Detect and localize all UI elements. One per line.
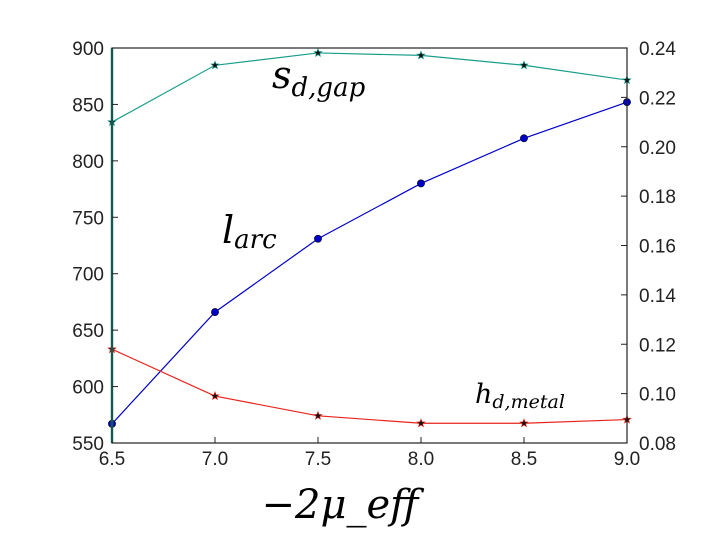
- right-axis-ticks: 0.08 0.10 0.12 0.14 0.16 0.18 0.20 0.22 0.24: [621, 39, 676, 455]
- series-line-l-arc: [111, 101, 628, 425]
- h-metal-label: hd,metal: [475, 379, 565, 413]
- s-gap-label: sd,gap: [272, 53, 366, 103]
- series-line-h-d-metal: [111, 348, 628, 424]
- h-metal-label-main: h: [475, 379, 492, 410]
- data-point-h-d-metal: [416, 418, 426, 428]
- right-tick-label: 0.08: [639, 434, 676, 455]
- left-tick-label: 900: [72, 39, 104, 60]
- left-tick-label: 600: [72, 378, 104, 399]
- data-point-l-arc: [417, 179, 425, 188]
- x-tick-label: 8.0: [408, 449, 434, 470]
- right-tick-label: 0.20: [639, 138, 676, 159]
- data-point-h-d-metal: [519, 418, 529, 428]
- x-axis-ticks: 6.5 7.0 7.5 8.0 8.5 9.0: [99, 437, 640, 470]
- left-tick-label: 650: [72, 321, 104, 342]
- x-tick-label: 8.5: [511, 449, 537, 470]
- data-point-l-arc: [314, 234, 322, 243]
- right-tick-label: 0.24: [639, 39, 676, 60]
- data-point-h-d-metal: [313, 410, 323, 420]
- data-point-l-arc: [211, 308, 219, 316]
- h-metal-label-sub: d,metal: [492, 391, 565, 413]
- data-point-s-d-gap: [313, 47, 323, 58]
- data-point-s-d-gap: [416, 50, 426, 60]
- right-tick-label: 0.12: [639, 335, 676, 356]
- right-tick-label: 0.22: [639, 88, 676, 109]
- s-gap-label-sub: d,gap: [292, 73, 366, 103]
- left-tick-label: 850: [72, 95, 104, 116]
- series-layer: [107, 47, 632, 443]
- l-arc-label-sub: arc: [234, 225, 277, 255]
- series-line-s-d-gap: [111, 52, 628, 123]
- right-tick-label: 0.14: [639, 286, 676, 307]
- left-tick-label: 750: [72, 208, 104, 229]
- left-axis-ticks: 550 600 650 700 750 800 850 900: [72, 39, 118, 455]
- left-tick-label: 700: [72, 265, 104, 286]
- x-tick-label: 7.0: [202, 449, 228, 470]
- data-point-l-arc: [520, 134, 528, 143]
- data-point-s-d-gap: [519, 60, 529, 70]
- right-tick-label: 0.18: [639, 187, 676, 208]
- left-tick-label: 800: [72, 152, 104, 173]
- right-tick-label: 0.16: [639, 237, 676, 258]
- l-arc-label-main: l: [222, 208, 234, 252]
- data-point-h-d-metal: [210, 391, 220, 401]
- s-gap-label-main: s: [272, 53, 292, 97]
- left-tick-label: 550: [72, 434, 104, 455]
- x-axis-label: −2μ_eff: [262, 482, 426, 528]
- data-point-s-d-gap: [210, 60, 220, 70]
- x-tick-label: 6.5: [99, 449, 125, 470]
- x-tick-label: 7.5: [305, 449, 331, 470]
- l-arc-label: larc: [222, 208, 277, 255]
- right-tick-label: 0.10: [639, 385, 676, 406]
- x-tick-label: 9.0: [614, 449, 640, 470]
